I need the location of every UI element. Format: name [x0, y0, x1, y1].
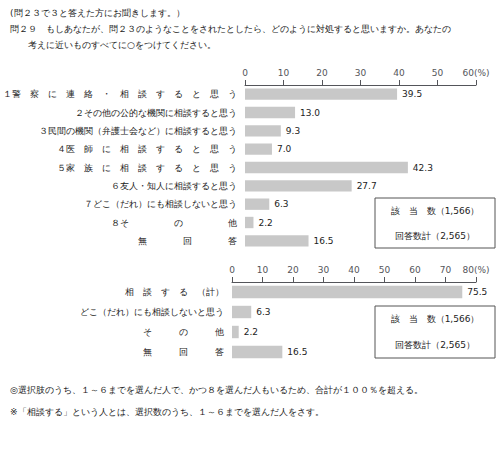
svg-text:該 当 数（1,566）: 該 当 数（1,566）: [391, 314, 480, 324]
svg-text:８そ の 他: ８そ の 他: [111, 218, 237, 228]
svg-text:80(%): 80(%): [462, 265, 489, 275]
svg-text:20: 20: [316, 68, 328, 78]
svg-text:20: 20: [287, 265, 299, 275]
svg-text:50: 50: [379, 265, 391, 275]
svg-text:４医 師 に 相 談 す る と 思 う: ４医 師 に 相 談 す る と 思 う: [57, 144, 237, 154]
svg-text:(問２３で３と答えた方にお聞きします。）: (問２３で３と答えた方にお聞きします。）: [10, 8, 185, 18]
svg-text:7.0: 7.0: [277, 144, 292, 154]
svg-text:16.5: 16.5: [287, 347, 307, 357]
svg-text:75.5: 75.5: [467, 287, 487, 297]
svg-text:42.3: 42.3: [413, 163, 433, 173]
svg-text:10: 10: [257, 265, 269, 275]
svg-text:無 回 答: 無 回 答: [143, 347, 224, 357]
svg-text:３民間の機関（弁護士会など）に相談すると思う: ３民間の機関（弁護士会など）に相談すると思う: [39, 126, 237, 136]
svg-text:10: 10: [278, 68, 290, 78]
svg-text:１警 察 に 連 絡 ・ 相 談 す る と 思 う: １警 察 に 連 絡 ・ 相 談 す る と 思 う: [3, 89, 237, 99]
svg-text:2.2: 2.2: [244, 327, 258, 337]
svg-text:60: 60: [409, 265, 421, 275]
svg-text:2.2: 2.2: [258, 218, 272, 228]
svg-text:７どこ（だれ）にも相談しないと思う: ７どこ（だれ）にも相談しないと思う: [84, 199, 237, 209]
svg-text:該 当 数（1,566）: 該 当 数（1,566）: [391, 206, 480, 216]
svg-text:6.3: 6.3: [274, 199, 288, 209]
svg-text:0: 0: [229, 265, 235, 275]
svg-text:27.7: 27.7: [357, 181, 377, 191]
svg-text:39.5: 39.5: [402, 89, 422, 99]
svg-text:無 回 答: 無 回 答: [138, 236, 237, 246]
svg-text:※「相談する」という人とは、選択数のうち、１～６までを選んだ: ※「相談する」という人とは、選択数のうち、１～６までを選んだ人をさす。: [10, 407, 324, 417]
svg-text:30: 30: [355, 68, 367, 78]
svg-text:相 談 す る （計）: 相 談 す る （計）: [125, 287, 224, 297]
svg-text:◎選択肢のうち、１～６までを選んだ人で、かつ８を選んだ人もい: ◎選択肢のうち、１～６までを選んだ人で、かつ８を選んだ人もいるため、合計が１００…: [10, 385, 423, 395]
svg-text:考えに近いものすべてに○をつけてください。: 考えに近いものすべてに○をつけてください。: [10, 40, 216, 50]
svg-text:２その他の公的な機関に相談すると思う: ２その他の公的な機関に相談すると思う: [75, 108, 237, 118]
svg-text:6.3: 6.3: [256, 307, 270, 317]
svg-text:9.3: 9.3: [286, 126, 300, 136]
svg-text:30: 30: [318, 265, 330, 275]
svg-text:どこ（だれ）にも相談しないと思う: どこ（だれ）にも相談しないと思う: [80, 307, 224, 317]
svg-text:0: 0: [242, 68, 248, 78]
svg-text:70: 70: [440, 265, 452, 275]
svg-text:５家 族 に 相 談 す る と 思 う: ５家 族 に 相 談 す る と 思 う: [57, 163, 237, 173]
svg-text:そ の 他: そ の 他: [143, 327, 224, 337]
svg-text:13.0: 13.0: [300, 108, 320, 118]
svg-text:回答数計（2,565）: 回答数計（2,565）: [395, 340, 475, 350]
svg-text:問２９ もしあなたが、問２３のようなことをされたとしたら、ど: 問２９ もしあなたが、問２３のようなことをされたとしたら、どのように対処すると思…: [10, 24, 451, 34]
svg-text:60(%): 60(%): [462, 68, 489, 78]
svg-text:６友人・知人に相談すると思う: ６友人・知人に相談すると思う: [111, 181, 237, 191]
svg-text:40: 40: [393, 68, 405, 78]
svg-text:回答数計（2,565）: 回答数計（2,565）: [395, 231, 475, 241]
svg-text:40: 40: [348, 265, 360, 275]
svg-text:16.5: 16.5: [314, 236, 334, 246]
svg-text:50: 50: [432, 68, 444, 78]
